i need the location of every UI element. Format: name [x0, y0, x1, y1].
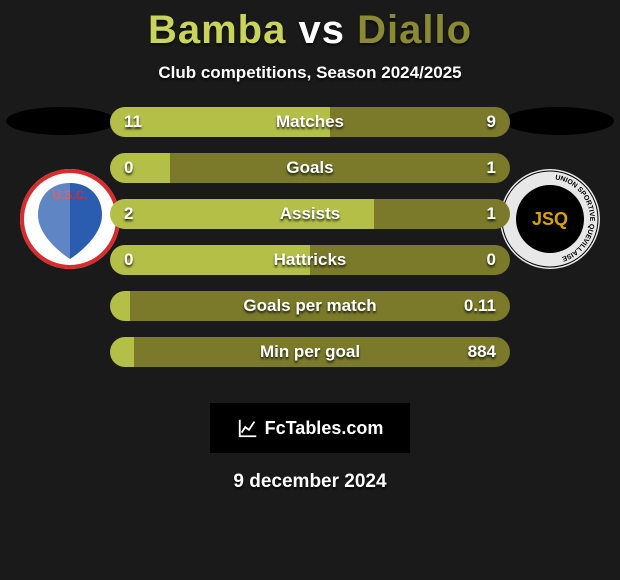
stats-arena: U.S.C. UNION SPORTIVE QUEVILLAISE JSQ Ma… — [0, 107, 620, 387]
team-badge-left: U.S.C. — [20, 169, 120, 269]
subtitle: Club competitions, Season 2024/2025 — [0, 63, 620, 83]
bar-left-fill — [110, 337, 134, 367]
bar-right-fill — [310, 245, 510, 275]
svg-text:JSQ: JSQ — [532, 209, 568, 229]
bar-left-fill — [110, 107, 330, 137]
stat-bars: Matches119 Goals01 Assists21 Hattricks00 Goa… — [110, 107, 510, 383]
bar-right-fill — [330, 107, 510, 137]
bar-right-fill — [170, 153, 510, 183]
bar-left-fill — [110, 245, 310, 275]
shadow-ellipse-left — [6, 107, 116, 135]
date-text: 9 december 2024 — [0, 471, 620, 493]
bar-right-fill — [134, 337, 510, 367]
stat-row: Min per goal884 — [110, 337, 510, 367]
stat-row: Goals per match0.11 — [110, 291, 510, 321]
stat-row: Assists21 — [110, 199, 510, 229]
bar-left-fill — [110, 291, 130, 321]
bar-left-fill — [110, 199, 374, 229]
chart-icon — [237, 417, 259, 439]
bar-right-fill — [374, 199, 510, 229]
brand-box: FcTables.com — [210, 403, 410, 453]
vs-text: vs — [298, 8, 345, 52]
stat-row: Goals01 — [110, 153, 510, 183]
bar-right-fill — [130, 291, 510, 321]
player2-name: Diallo — [357, 8, 472, 52]
comparison-title: Bamba vs Diallo — [0, 0, 620, 53]
usc-crest-icon: U.S.C. — [20, 169, 120, 269]
brand-text: FcTables.com — [265, 418, 384, 439]
shadow-ellipse-right — [504, 107, 614, 135]
stat-row: Hattricks00 — [110, 245, 510, 275]
player1-name: Bamba — [148, 8, 286, 52]
usq-crest-icon: UNION SPORTIVE QUEVILLAISE JSQ — [500, 169, 600, 269]
stat-row: Matches119 — [110, 107, 510, 137]
bar-left-fill — [110, 153, 170, 183]
team-badge-right: UNION SPORTIVE QUEVILLAISE JSQ — [500, 169, 600, 269]
